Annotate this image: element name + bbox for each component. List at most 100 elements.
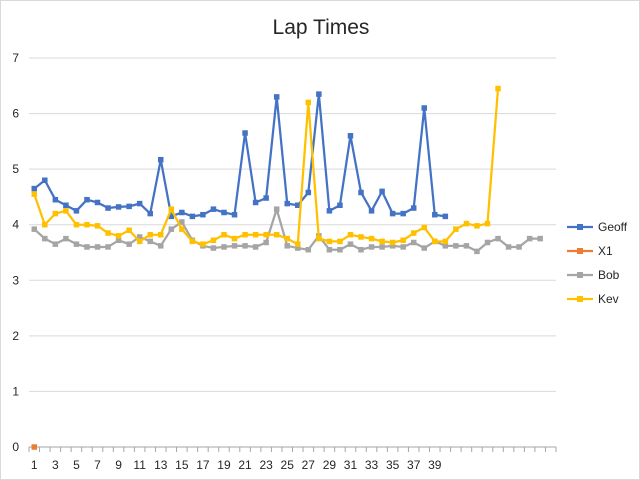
- data-point: [63, 202, 69, 209]
- x-tick-label: 1: [31, 458, 38, 472]
- data-point: [400, 237, 406, 244]
- data-point: [179, 219, 185, 225]
- data-point: [168, 226, 175, 232]
- data-point: [273, 231, 280, 238]
- x-tick-label: 13: [154, 458, 168, 472]
- legend: Geoff X1 Bob Kev: [567, 220, 628, 306]
- data-point: [147, 231, 153, 238]
- data-point: [410, 230, 417, 236]
- data-point: [115, 237, 122, 244]
- data-point: [105, 244, 111, 250]
- x-tick-label: 3: [52, 458, 59, 472]
- data-point: [63, 208, 69, 214]
- legend-swatch-marker: [577, 248, 583, 254]
- series-bob: [31, 206, 543, 255]
- data-point: [284, 235, 290, 242]
- series-layer: [31, 85, 543, 450]
- data-point: [42, 221, 48, 228]
- data-point: [84, 196, 90, 203]
- data-point: [94, 223, 101, 229]
- data-point: [189, 238, 196, 245]
- data-point: [305, 246, 312, 253]
- data-point: [221, 244, 227, 250]
- data-point: [474, 223, 480, 229]
- legend-item: X1: [567, 244, 613, 258]
- data-point: [495, 85, 501, 92]
- legend-item: Geoff: [567, 220, 628, 234]
- data-point: [189, 213, 196, 220]
- data-point: [389, 243, 396, 249]
- series-line: [33, 88, 500, 246]
- data-point: [158, 231, 164, 238]
- x-tick-label: 23: [259, 458, 273, 472]
- legend-swatch-marker: [577, 296, 583, 302]
- data-point: [147, 238, 153, 245]
- data-point: [389, 239, 396, 246]
- x-tick-label: 9: [115, 458, 122, 472]
- data-point: [368, 244, 375, 250]
- x-tick-label: 5: [73, 458, 80, 472]
- data-point: [410, 205, 417, 211]
- data-point: [252, 244, 259, 250]
- legend-label: Bob: [598, 268, 620, 282]
- y-tick-label: 5: [12, 162, 19, 176]
- data-point: [453, 243, 459, 249]
- data-point: [516, 244, 522, 250]
- data-point: [221, 231, 227, 238]
- data-point: [263, 195, 269, 201]
- data-point: [358, 234, 364, 240]
- data-point: [126, 203, 132, 210]
- data-point: [31, 191, 38, 197]
- data-point: [484, 239, 491, 246]
- data-point: [94, 199, 101, 206]
- data-point: [179, 226, 185, 232]
- series-x1: [31, 444, 38, 450]
- data-point: [200, 241, 206, 247]
- data-point: [442, 238, 449, 245]
- data-point: [442, 213, 449, 220]
- x-tick-label: 15: [175, 458, 189, 472]
- data-point: [126, 227, 132, 234]
- data-point: [231, 243, 238, 249]
- data-point: [358, 246, 364, 253]
- y-tick-label: 1: [12, 384, 19, 398]
- data-point: [337, 202, 343, 209]
- data-point: [52, 241, 59, 247]
- y-tick-label: 0: [12, 440, 19, 454]
- data-point: [126, 241, 132, 247]
- data-point: [242, 243, 248, 249]
- data-point: [305, 99, 312, 106]
- data-point: [537, 235, 543, 242]
- y-tick-label: 2: [12, 329, 19, 343]
- data-point: [31, 444, 38, 450]
- data-point: [31, 226, 38, 232]
- data-point: [136, 200, 143, 207]
- data-point: [326, 238, 333, 245]
- legend-swatch-marker: [577, 224, 583, 230]
- chart-title: Lap Times: [273, 16, 370, 39]
- data-point: [179, 209, 185, 216]
- data-point: [326, 246, 333, 253]
- x-tick-label: 17: [196, 458, 210, 472]
- data-point: [210, 245, 217, 251]
- data-point: [432, 211, 438, 218]
- data-point: [210, 206, 217, 212]
- data-point: [379, 244, 385, 250]
- data-point: [526, 235, 533, 242]
- data-point: [316, 91, 322, 97]
- data-point: [252, 231, 259, 238]
- y-tick-label: 3: [12, 273, 19, 287]
- data-point: [337, 238, 343, 245]
- data-point: [421, 245, 427, 251]
- data-point: [379, 238, 385, 245]
- data-point: [252, 199, 259, 206]
- data-point: [115, 233, 122, 239]
- data-point: [347, 241, 354, 247]
- data-point: [158, 156, 164, 163]
- data-point: [442, 243, 449, 249]
- legend-label: Kev: [598, 292, 619, 306]
- x-tick-label: 29: [323, 458, 337, 472]
- x-tick-label: 35: [386, 458, 400, 472]
